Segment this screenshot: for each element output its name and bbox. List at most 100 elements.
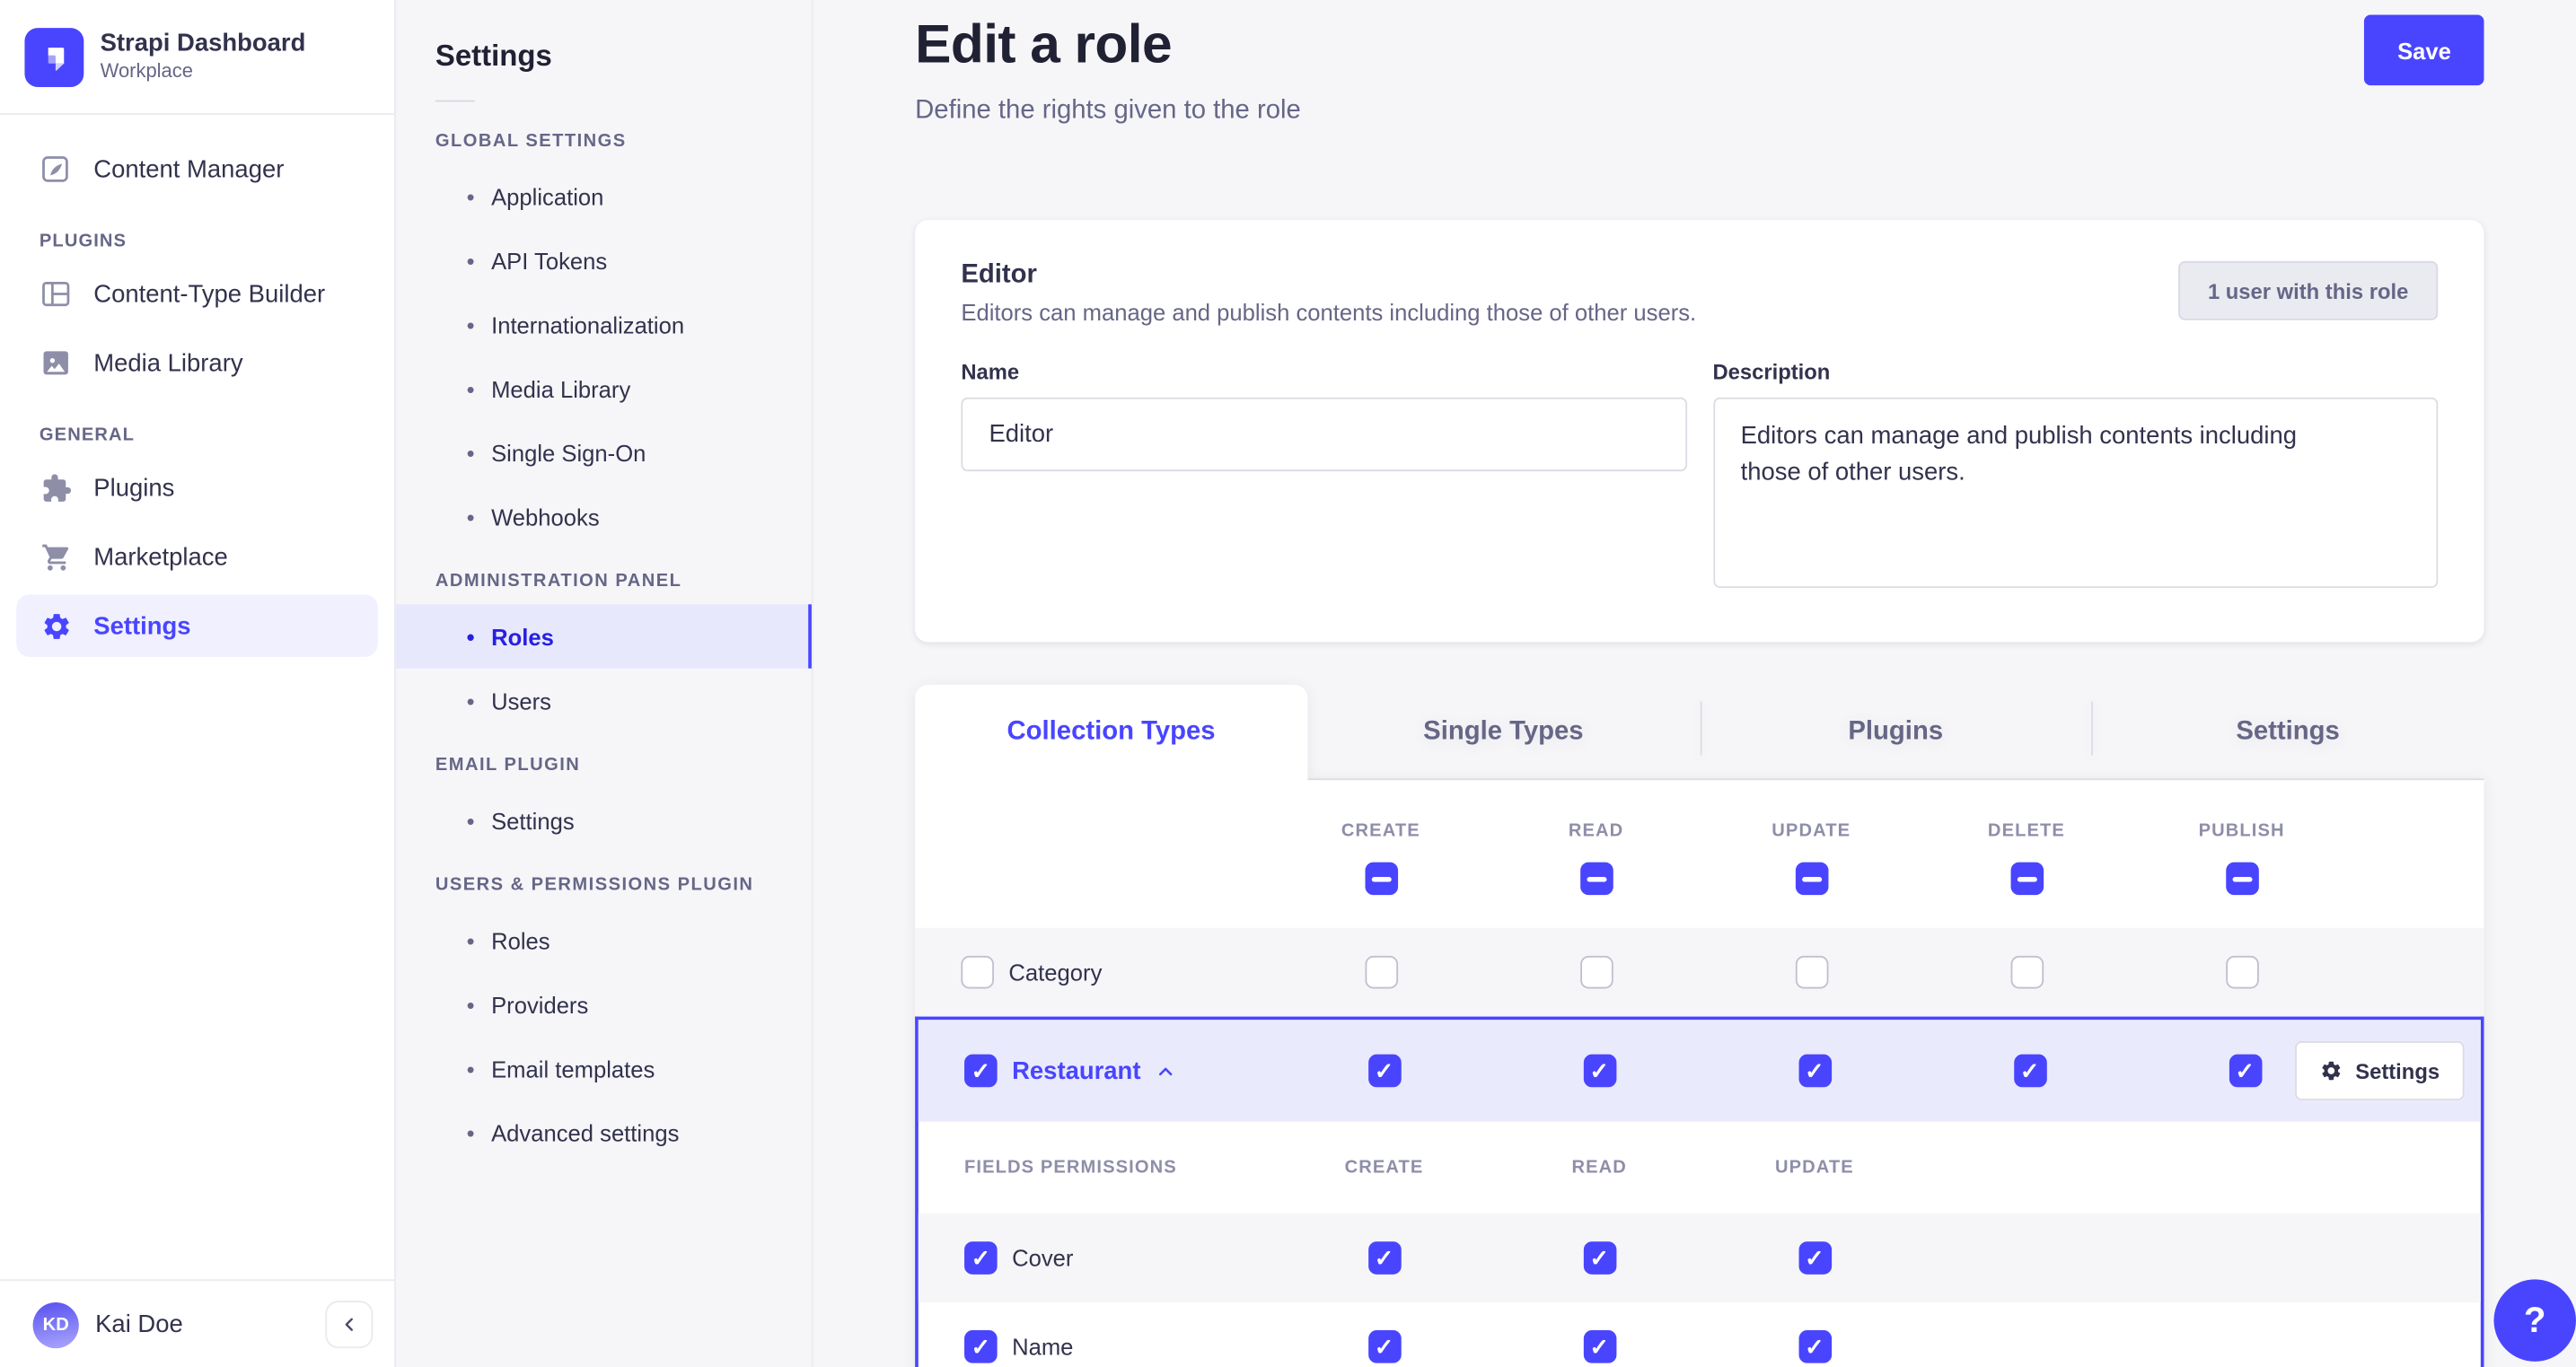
save-button[interactable]: Save xyxy=(2364,14,2484,86)
tab-collection-types[interactable]: Collection Types xyxy=(915,684,1307,781)
restaurant-read-checkbox[interactable] xyxy=(1582,1054,1616,1088)
category-select-checkbox[interactable] xyxy=(961,955,994,989)
select-all-delete-checkbox[interactable] xyxy=(2009,862,2044,896)
restaurant-select-checkbox[interactable] xyxy=(964,1054,998,1088)
sidebar-item-label: Plugins xyxy=(93,473,175,502)
subnav-item-application[interactable]: Application xyxy=(396,164,812,228)
role-name-input[interactable] xyxy=(961,397,1687,472)
sidebar-item-content-manager[interactable]: Content Manager xyxy=(16,138,378,201)
restaurant-update-checkbox[interactable] xyxy=(1798,1054,1832,1088)
subnav-item-up-roles[interactable]: Roles xyxy=(396,908,812,972)
select-all-update-checkbox[interactable] xyxy=(1794,862,1828,896)
sidebar-footer: KD Kai Doe xyxy=(0,1279,395,1367)
workspace-subtitle: Workplace xyxy=(100,58,193,83)
cover-create-checkbox[interactable] xyxy=(1367,1241,1401,1275)
gear-icon xyxy=(40,609,73,643)
column-header-read: READ xyxy=(1568,820,1624,841)
cover-read-checkbox[interactable] xyxy=(1582,1241,1616,1275)
field-row-name: Name xyxy=(919,1302,2481,1367)
sidebar-item-label: Content Manager xyxy=(93,154,285,184)
permissions-panel: Collection Types Single Types Plugins Se… xyxy=(915,684,2484,1367)
brand-text: Strapi Dashboard Workplace xyxy=(101,30,306,83)
tab-single-types[interactable]: Single Types xyxy=(1306,685,1700,781)
chevron-up-icon xyxy=(1156,1060,1177,1082)
category-publish-checkbox[interactable] xyxy=(2225,955,2258,989)
restaurant-collapse-toggle[interactable]: Restaurant xyxy=(1012,1056,1177,1085)
subnav-item-email-settings[interactable]: Settings xyxy=(396,788,812,852)
role-description-text: Editors can manage and publish contents … xyxy=(961,299,1697,326)
settings-subnav: Settings GLOBAL SETTINGS Application API… xyxy=(395,0,813,1367)
media-library-icon xyxy=(40,346,73,380)
select-all-read-checkbox[interactable] xyxy=(1579,862,1613,896)
sidebar-item-content-type-builder[interactable]: Content-Type Builder xyxy=(16,263,378,326)
sidebar-item-settings[interactable]: Settings xyxy=(16,594,378,657)
name-field-group: Name xyxy=(961,360,1687,596)
name-update-checkbox[interactable] xyxy=(1798,1330,1832,1363)
workspace-title: Strapi Dashboard xyxy=(100,29,306,58)
sidebar-item-plugins[interactable]: Plugins xyxy=(16,457,378,520)
sidebar-item-marketplace[interactable]: Marketplace xyxy=(16,526,378,589)
subnav-item-providers[interactable]: Providers xyxy=(396,972,812,1036)
category-update-checkbox[interactable] xyxy=(1794,955,1828,989)
sidebar-item-media-library[interactable]: Media Library xyxy=(16,332,378,395)
role-description-textarea[interactable]: Editors can manage and publish contents … xyxy=(1712,397,2439,589)
subnav-section-users-permissions-plugin: USERS & PERMISSIONS PLUGIN Roles Provide… xyxy=(396,875,812,1164)
tab-plugins[interactable]: Plugins xyxy=(1699,685,2092,781)
subnav-item-roles[interactable]: Roles xyxy=(395,604,812,669)
page-title: Edit a role xyxy=(915,13,1173,74)
subnav-divider xyxy=(435,100,475,102)
subnav-item-single-sign-on[interactable]: Single Sign-On xyxy=(396,420,812,484)
category-read-checkbox[interactable] xyxy=(1579,955,1613,989)
category-delete-checkbox[interactable] xyxy=(2009,955,2044,989)
name-create-checkbox[interactable] xyxy=(1367,1330,1401,1363)
column-header-delete: DELETE xyxy=(1987,820,2065,841)
select-all-create-checkbox[interactable] xyxy=(1364,862,1398,896)
subnav-section-administration-panel: ADMINISTRATION PANEL Roles Users xyxy=(395,572,812,732)
content-type-toggle[interactable]: Category xyxy=(915,955,1273,989)
sidebar-item-label: Settings xyxy=(93,611,191,640)
users-with-role-button[interactable]: 1 user with this role xyxy=(2178,260,2439,320)
workspace-brand[interactable]: Strapi Dashboard Workplace xyxy=(0,0,395,116)
restaurant-publish-checkbox[interactable] xyxy=(2228,1054,2262,1088)
gear-icon xyxy=(2319,1059,2343,1082)
subnav-section-label: EMAIL PLUGIN xyxy=(435,755,581,776)
page-header: Edit a role Define the rights given to t… xyxy=(915,13,2484,127)
description-field-group: Description Editors can manage and publi… xyxy=(1712,360,2439,596)
avatar[interactable]: KD xyxy=(32,1301,79,1348)
subnav-item-advanced-settings[interactable]: Advanced settings xyxy=(396,1100,812,1164)
name-select-checkbox[interactable] xyxy=(964,1330,998,1363)
cover-select-checkbox[interactable] xyxy=(964,1241,998,1275)
fields-column-create: CREATE xyxy=(1344,1157,1424,1178)
column-header-create: CREATE xyxy=(1341,820,1420,841)
subnav-item-api-tokens[interactable]: API Tokens xyxy=(396,228,812,292)
restaurant-settings-button[interactable]: Settings xyxy=(2294,1041,2465,1100)
sidebar-section-general: GENERAL xyxy=(39,425,136,445)
role-title: Editor xyxy=(961,260,1037,290)
select-all-publish-checkbox[interactable] xyxy=(2225,862,2258,896)
subnav-item-webhooks[interactable]: Webhooks xyxy=(396,485,812,548)
cover-update-checkbox[interactable] xyxy=(1798,1241,1832,1275)
subnav-section-email-plugin: EMAIL PLUGIN Settings xyxy=(396,756,812,853)
subnav-title: Settings xyxy=(435,39,552,73)
category-create-checkbox[interactable] xyxy=(1364,955,1398,989)
restaurant-delete-checkbox[interactable] xyxy=(2013,1054,2046,1088)
tab-settings[interactable]: Settings xyxy=(2091,685,2484,781)
table-row-restaurant: Restaurant xyxy=(918,1020,2481,1122)
restaurant-create-checkbox[interactable] xyxy=(1367,1054,1401,1088)
collapse-sidebar-button[interactable] xyxy=(325,1301,374,1349)
collection-types-permissions: CREATE READ UPDATE DELETE PUBLISH xyxy=(915,780,2484,1367)
role-details-card: Editor Editors can manage and publish co… xyxy=(915,220,2484,643)
permissions-header: CREATE READ UPDATE DELETE PUBLISH xyxy=(915,780,2484,928)
subnav-item-email-templates[interactable]: Email templates xyxy=(396,1037,812,1100)
settings-button-label: Settings xyxy=(2355,1058,2440,1083)
subnav-item-media-library[interactable]: Media Library xyxy=(396,356,812,420)
table-row-category: Category xyxy=(915,927,2484,1017)
subnav-item-users[interactable]: Users xyxy=(396,669,812,732)
restaurant-expanded-block: Restaurant xyxy=(915,1016,2484,1367)
name-read-checkbox[interactable] xyxy=(1582,1330,1616,1363)
help-button[interactable]: ? xyxy=(2493,1279,2576,1362)
main-nav: Content Manager PLUGINS Content-Type Bui… xyxy=(0,115,394,657)
puzzle-icon xyxy=(40,471,73,504)
subnav-item-internationalization[interactable]: Internationalization xyxy=(396,293,812,356)
